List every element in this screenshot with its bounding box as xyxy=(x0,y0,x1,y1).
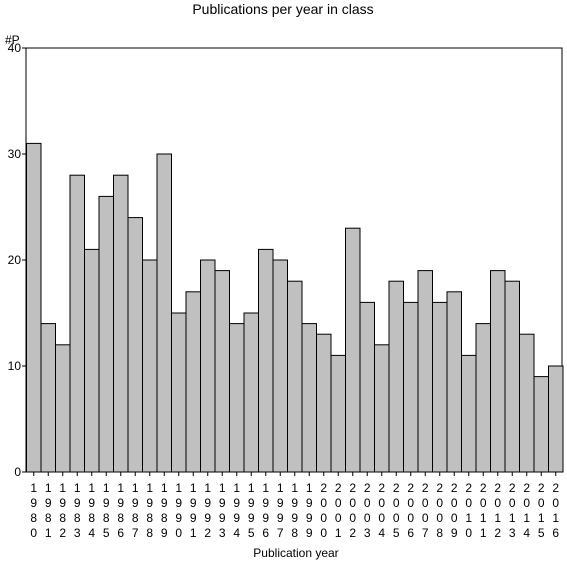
bar xyxy=(388,280,404,473)
bar xyxy=(272,259,288,473)
y-axis: 0 10 20 30 40 xyxy=(8,41,26,479)
bar xyxy=(113,174,129,473)
bar xyxy=(156,153,172,473)
x-axis-label: Publication year xyxy=(253,546,338,560)
y-axis-label: #P xyxy=(5,33,20,47)
bar xyxy=(243,312,259,473)
bar xyxy=(185,291,201,473)
bar xyxy=(40,323,56,473)
bar xyxy=(432,301,448,473)
bar xyxy=(214,270,230,473)
bar xyxy=(316,333,332,473)
bar xyxy=(229,323,245,473)
y-tick-label: 20 xyxy=(8,253,22,267)
y-tick-label: 0 xyxy=(14,465,21,479)
bar xyxy=(548,365,564,473)
y-tick-label: 30 xyxy=(8,147,22,161)
y-tick-label: 10 xyxy=(8,359,22,373)
bar xyxy=(490,270,506,473)
bar xyxy=(519,333,535,473)
bar xyxy=(171,312,187,473)
y-tick-label: 40 xyxy=(8,41,22,55)
bar xyxy=(142,259,158,473)
bar xyxy=(127,217,143,473)
bar xyxy=(475,323,491,473)
bar xyxy=(258,248,274,473)
bar xyxy=(374,344,390,473)
bar xyxy=(98,195,114,473)
bar xyxy=(330,354,346,473)
bar xyxy=(26,142,42,473)
bar xyxy=(359,301,375,473)
bar xyxy=(84,248,100,473)
bar xyxy=(403,301,419,473)
bar xyxy=(533,376,549,473)
bar xyxy=(69,174,85,473)
bar-series xyxy=(26,142,564,473)
chart-title: Publications per year in class xyxy=(192,1,373,17)
x-axis: 1 9 8 0 1 9 8 1 1 9 8 2 1 9 8 3 1 9 8 4 1 9 8 5 1 9 8 6 1 9 8 7 1 9 8 8 1 9 8 9… xyxy=(30,472,559,540)
bar xyxy=(345,227,361,473)
bar xyxy=(461,354,477,473)
bar xyxy=(287,280,303,473)
bar xyxy=(417,270,433,473)
bar xyxy=(200,259,216,473)
bar xyxy=(446,291,462,473)
bar xyxy=(301,323,317,473)
bar xyxy=(55,344,71,473)
bar xyxy=(504,280,520,473)
